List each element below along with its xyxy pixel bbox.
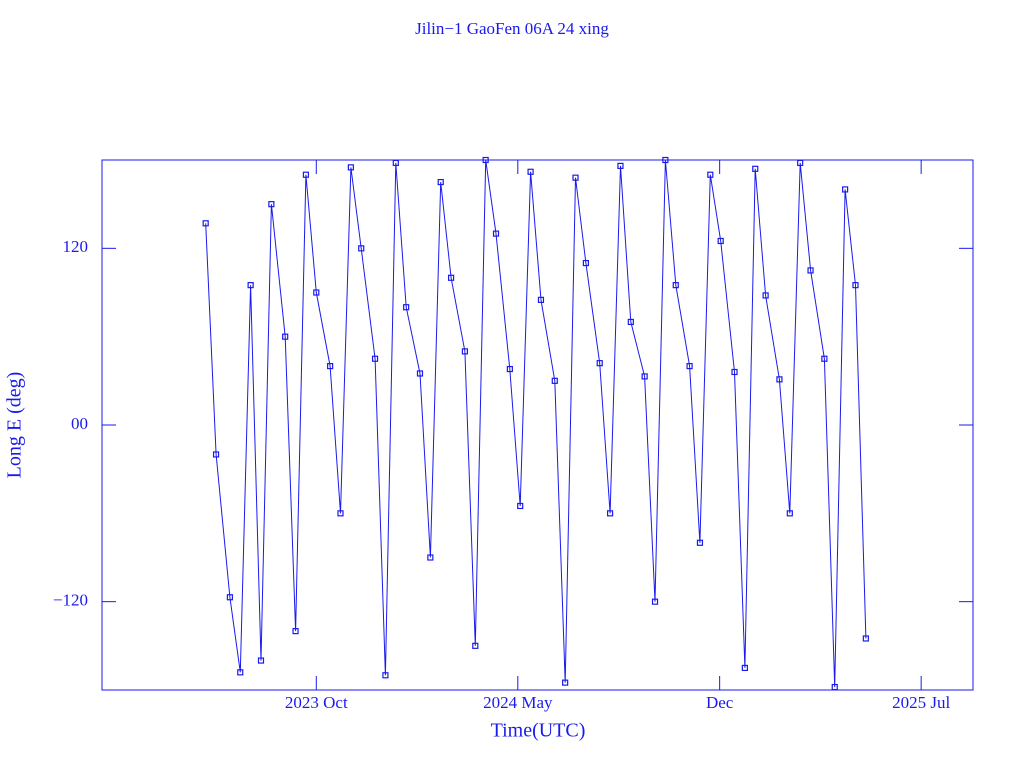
data-point bbox=[797, 159, 804, 167]
y-tick-label: 00 bbox=[71, 414, 88, 433]
data-line bbox=[205, 159, 867, 688]
data-point bbox=[226, 594, 233, 601]
data-point bbox=[292, 628, 299, 635]
data-point bbox=[506, 365, 513, 373]
data-point bbox=[403, 304, 410, 311]
data-point bbox=[437, 178, 444, 186]
data-point bbox=[358, 245, 365, 252]
data-point bbox=[582, 259, 589, 267]
y-tick-label: −120 bbox=[53, 591, 88, 610]
data-point bbox=[662, 156, 669, 164]
data-point bbox=[821, 355, 828, 362]
data-point bbox=[461, 348, 469, 355]
data-point bbox=[686, 363, 693, 370]
data-point bbox=[831, 683, 838, 691]
data-point bbox=[517, 502, 524, 510]
data-point bbox=[392, 159, 399, 167]
data-point bbox=[707, 171, 714, 178]
data-point bbox=[562, 679, 569, 686]
data-point bbox=[617, 162, 624, 169]
data-point bbox=[313, 289, 320, 296]
data-point bbox=[731, 368, 738, 376]
data-point bbox=[212, 451, 220, 458]
data-point bbox=[606, 510, 614, 517]
data-point bbox=[776, 376, 783, 383]
data-point bbox=[807, 267, 814, 274]
data-point bbox=[472, 642, 479, 649]
data-point bbox=[382, 672, 389, 679]
y-axis-label: Long E (deg) bbox=[4, 372, 26, 479]
data-point bbox=[247, 282, 254, 289]
data-point bbox=[651, 598, 659, 605]
data-point bbox=[842, 186, 849, 193]
data-point bbox=[696, 539, 704, 546]
data-point bbox=[447, 274, 455, 281]
data-point bbox=[337, 510, 344, 517]
data-point bbox=[786, 510, 793, 517]
data-point bbox=[852, 282, 859, 289]
chart-title: Jilin−1 GaoFen 06A 24 xing bbox=[415, 19, 609, 38]
data-point bbox=[302, 171, 310, 178]
data-point bbox=[416, 370, 424, 377]
data-point bbox=[237, 669, 244, 676]
data-point bbox=[257, 657, 265, 664]
x-tick-label: Dec bbox=[706, 693, 734, 712]
data-point bbox=[862, 635, 869, 642]
data-point bbox=[537, 296, 545, 303]
data-point bbox=[741, 664, 748, 672]
data-point bbox=[202, 220, 209, 227]
x-tick-label: 2024 May bbox=[483, 693, 553, 712]
data-point bbox=[672, 282, 679, 289]
data-point bbox=[641, 373, 648, 380]
x-axis-label: Time(UTC) bbox=[491, 720, 586, 742]
data-point bbox=[752, 165, 759, 172]
data-point bbox=[627, 318, 634, 326]
data-point bbox=[492, 230, 500, 237]
data-point bbox=[347, 164, 354, 171]
data-point bbox=[717, 237, 724, 245]
plot-frame bbox=[101, 159, 974, 691]
data-point bbox=[427, 554, 434, 561]
x-tick-label: 2023 Oct bbox=[285, 693, 348, 712]
data-point bbox=[596, 360, 603, 367]
y-tick-label: 120 bbox=[63, 237, 89, 256]
data-point bbox=[282, 333, 289, 340]
data-point bbox=[572, 174, 579, 181]
x-tick-label: 2025 Jul bbox=[892, 693, 950, 712]
data-point bbox=[327, 363, 334, 370]
data-point bbox=[762, 292, 769, 299]
data-point bbox=[527, 168, 534, 175]
data-point bbox=[268, 201, 275, 208]
data-point bbox=[371, 355, 379, 362]
data-point bbox=[551, 377, 558, 384]
data-point bbox=[482, 156, 489, 164]
